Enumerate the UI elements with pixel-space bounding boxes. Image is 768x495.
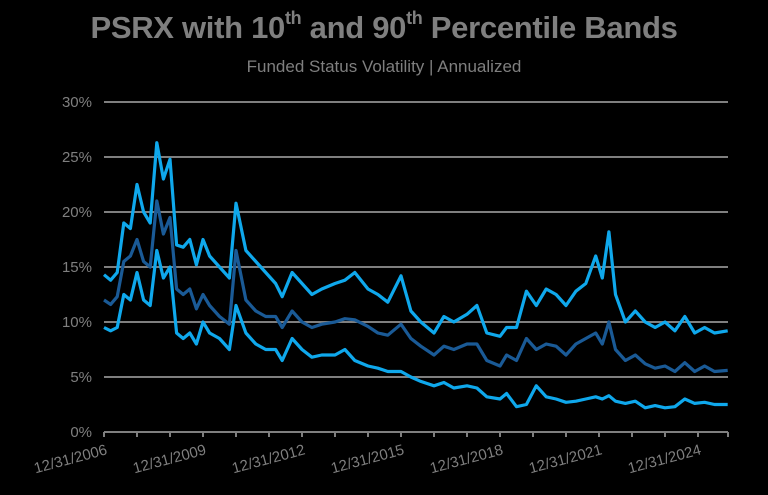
series-90th-percentile — [102, 141, 728, 338]
y-tick-label: 0% — [70, 424, 92, 441]
title-sup-2: th — [406, 8, 423, 28]
title-text-3: Percentile Bands — [422, 10, 678, 45]
y-tick-label: 10% — [62, 314, 92, 331]
x-tick-label: 12/31/2021 — [527, 441, 604, 477]
y-tick-label: 5% — [70, 369, 92, 386]
x-tick-label: 12/31/2018 — [428, 441, 505, 477]
x-tick-label: 12/31/2024 — [626, 441, 703, 477]
y-tick-label: 30% — [62, 94, 92, 111]
chart-title: PSRX with 10th and 90th Percentile Bands — [0, 8, 768, 46]
y-axis-labels: 0% 5% 10% 15% 20% 25% 30% — [62, 94, 92, 441]
gridlines — [104, 101, 728, 378]
y-tick-label: 25% — [62, 149, 92, 166]
chart-subtitle: Funded Status Volatility | Annualized — [246, 57, 522, 76]
x-tick-label: 12/31/2015 — [329, 441, 406, 477]
series-median — [103, 199, 728, 374]
x-tick-label: 12/31/2006 — [32, 441, 109, 477]
x-tick-label: 12/31/2012 — [230, 441, 307, 477]
y-tick-label: 15% — [62, 259, 92, 276]
series-10th-percentile — [103, 248, 728, 410]
x-axis: 12/31/2006 12/31/2009 12/31/2012 12/31/2015… — [32, 431, 729, 477]
title-text-2: and 90 — [301, 10, 407, 45]
series-lines — [102, 141, 728, 410]
title-sup-1: th — [284, 8, 302, 28]
x-tick-label: 12/31/2009 — [131, 441, 208, 477]
y-tick-label: 20% — [62, 204, 92, 221]
title-text-1: PSRX with 10 — [90, 10, 285, 45]
